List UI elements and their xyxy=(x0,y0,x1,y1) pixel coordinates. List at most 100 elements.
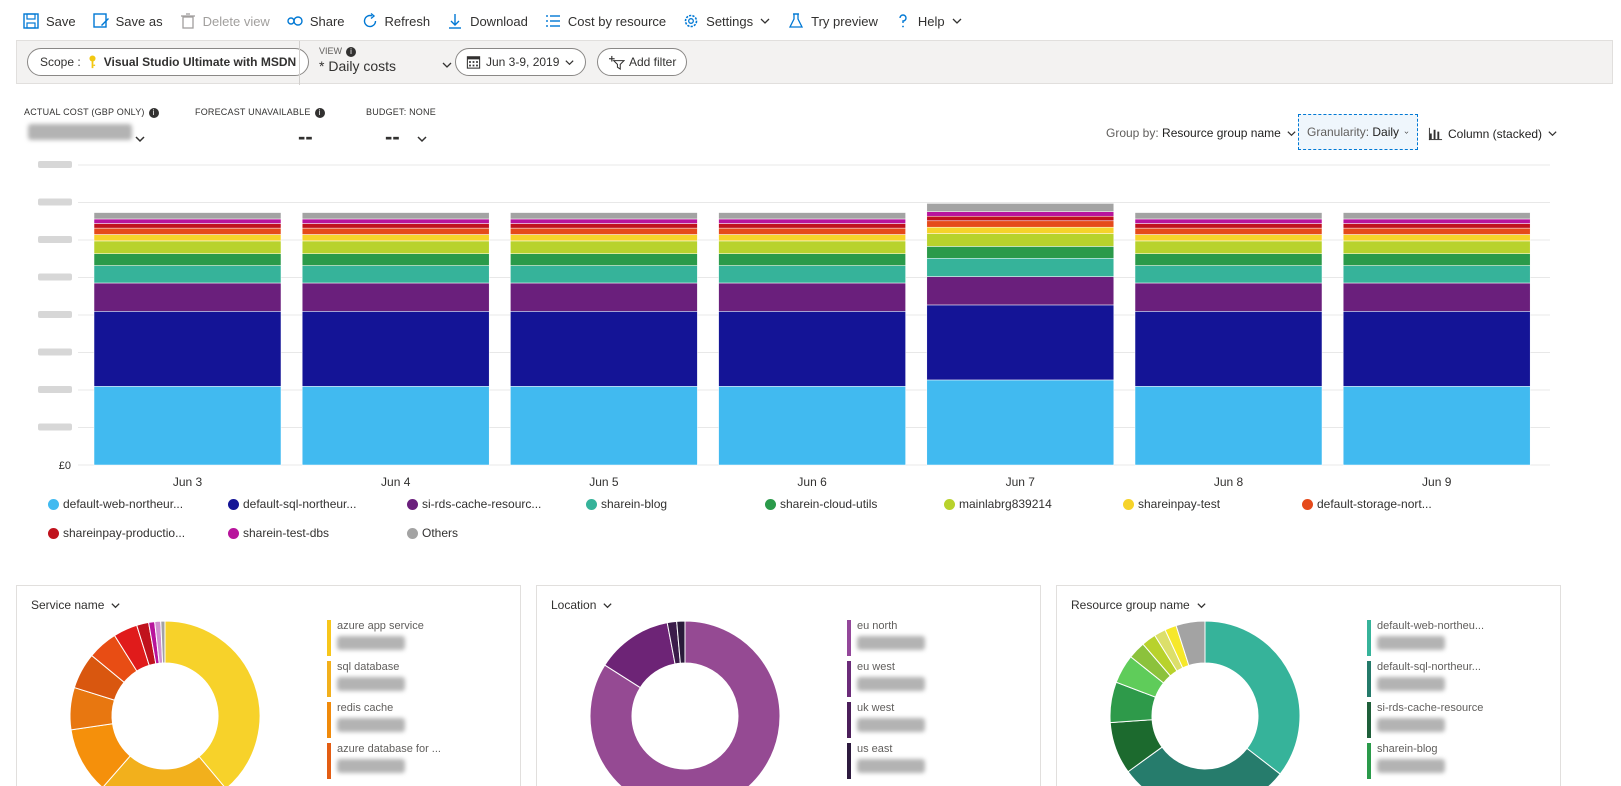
panel-title[interactable]: Location xyxy=(551,598,613,612)
info-icon[interactable]: i xyxy=(148,108,159,118)
bar-segment[interactable] xyxy=(1134,282,1323,312)
bar-segment[interactable] xyxy=(926,226,1115,234)
delete-view-button[interactable]: Delete view xyxy=(179,6,270,36)
bar-segment[interactable] xyxy=(1134,227,1323,235)
donut-slice[interactable] xyxy=(160,620,166,664)
legend-item[interactable]: shareinpay-test xyxy=(1123,497,1220,511)
panel-legend-item[interactable]: azure database for ... xyxy=(327,743,441,784)
legend-item[interactable]: sharein-test-dbs xyxy=(228,526,329,540)
bar-segment[interactable] xyxy=(718,218,906,224)
bar-segment[interactable] xyxy=(510,234,698,242)
bar-segment[interactable] xyxy=(301,265,490,284)
chevron-down-icon[interactable] xyxy=(134,133,146,145)
panel-legend-item[interactable]: default-web-northeu... xyxy=(1367,620,1484,661)
panel-legend-item[interactable]: uk west xyxy=(847,702,925,743)
share-button[interactable]: Share xyxy=(286,6,345,36)
bar-segment[interactable] xyxy=(93,223,282,229)
donut-slice[interactable] xyxy=(1204,620,1301,775)
bar-segment[interactable] xyxy=(301,223,490,229)
bar-segment[interactable] xyxy=(1342,386,1531,466)
panel-legend-item[interactable]: sharein-blog xyxy=(1367,743,1484,784)
bar-segment[interactable] xyxy=(301,311,490,387)
bar-segment[interactable] xyxy=(93,253,282,266)
legend-item[interactable]: sharein-cloud-utils xyxy=(765,497,877,511)
bar-segment[interactable] xyxy=(301,227,490,235)
bar-segment[interactable] xyxy=(1342,265,1531,284)
add-filter-button[interactable]: Add filter xyxy=(597,48,688,76)
donut-slice[interactable] xyxy=(103,755,226,786)
bar-segment[interactable] xyxy=(93,234,282,242)
bar-segment[interactable] xyxy=(718,253,906,266)
bar-segment[interactable] xyxy=(301,234,490,242)
bar-segment[interactable] xyxy=(926,203,1115,212)
bar-segment[interactable] xyxy=(926,276,1115,306)
bar-segment[interactable] xyxy=(510,223,698,229)
settings-button[interactable]: Settings xyxy=(682,6,771,36)
donut-slice[interactable] xyxy=(589,620,781,786)
bar-segment[interactable] xyxy=(1134,212,1323,220)
bar-segment[interactable] xyxy=(510,253,698,266)
panel-legend-item[interactable]: si-rds-cache-resource xyxy=(1367,702,1484,743)
bar-segment[interactable] xyxy=(718,282,906,312)
bar-segment[interactable] xyxy=(1342,227,1531,235)
view-selector[interactable]: * Daily costs xyxy=(319,58,396,74)
bar-segment[interactable] xyxy=(510,265,698,284)
bar-segment[interactable] xyxy=(301,386,490,466)
bar-segment[interactable] xyxy=(1134,265,1323,284)
bar-segment[interactable] xyxy=(93,386,282,466)
chevron-down-icon[interactable] xyxy=(416,133,428,145)
bar-segment[interactable] xyxy=(510,218,698,224)
panel-legend-item[interactable]: us east xyxy=(847,743,925,784)
bar-segment[interactable] xyxy=(1134,386,1323,466)
legend-item[interactable]: default-sql-northeur... xyxy=(228,497,356,511)
bar-segment[interactable] xyxy=(510,311,698,387)
bar-segment[interactable] xyxy=(301,282,490,312)
save-button[interactable]: Save xyxy=(22,6,76,36)
cost-by-resource-button[interactable]: Cost by resource xyxy=(544,6,666,36)
info-icon[interactable]: i xyxy=(314,108,325,118)
bar-segment[interactable] xyxy=(93,240,282,254)
date-range-picker[interactable]: Jun 3-9, 2019 xyxy=(455,48,587,76)
panel-legend-item[interactable]: redis cache xyxy=(327,702,441,743)
bar-segment[interactable] xyxy=(93,212,282,220)
bar-segment[interactable] xyxy=(1134,240,1323,254)
chevron-down-icon[interactable] xyxy=(441,59,453,71)
bar-segment[interactable] xyxy=(93,265,282,284)
bar-segment[interactable] xyxy=(926,379,1115,466)
bar-segment[interactable] xyxy=(718,223,906,229)
legend-item[interactable]: default-storage-nort... xyxy=(1302,497,1432,511)
bar-segment[interactable] xyxy=(718,265,906,284)
bar-segment[interactable] xyxy=(1342,282,1531,312)
donut-slice[interactable] xyxy=(1127,746,1281,786)
group-by-selector[interactable]: Group by: Resource group name xyxy=(1106,126,1297,140)
info-icon[interactable]: i xyxy=(346,47,357,57)
bar-segment[interactable] xyxy=(301,240,490,254)
legend-item[interactable]: shareinpay-productio... xyxy=(48,526,185,540)
chart-type-selector[interactable]: Column (stacked) xyxy=(1428,126,1558,141)
bar-segment[interactable] xyxy=(926,304,1115,381)
bar-segment[interactable] xyxy=(510,282,698,312)
bar-segment[interactable] xyxy=(1134,234,1323,242)
bar-segment[interactable] xyxy=(1134,218,1323,224)
panel-legend-item[interactable]: azure app service xyxy=(327,620,441,661)
bar-segment[interactable] xyxy=(926,233,1115,247)
bar-segment[interactable] xyxy=(718,234,906,242)
bar-segment[interactable] xyxy=(510,227,698,235)
panel-legend-item[interactable]: default-sql-northeur... xyxy=(1367,661,1484,702)
help-button[interactable]: Help xyxy=(894,6,963,36)
bar-segment[interactable] xyxy=(1134,223,1323,229)
panel-title[interactable]: Service name xyxy=(31,598,121,612)
bar-segment[interactable] xyxy=(926,215,1115,222)
bar-segment[interactable] xyxy=(926,246,1115,259)
bar-segment[interactable] xyxy=(718,311,906,387)
bar-segment[interactable] xyxy=(301,253,490,266)
donut-slice[interactable] xyxy=(676,620,686,664)
save-as-button[interactable]: Save as xyxy=(92,6,163,36)
donut-slice[interactable] xyxy=(1175,620,1206,667)
donut-slice[interactable] xyxy=(164,620,261,786)
bar-segment[interactable] xyxy=(510,240,698,254)
legend-item[interactable]: Others xyxy=(407,526,458,540)
granularity-selector[interactable]: Granularity: Daily xyxy=(1298,114,1418,150)
refresh-button[interactable]: Refresh xyxy=(361,6,430,36)
bar-segment[interactable] xyxy=(93,311,282,387)
